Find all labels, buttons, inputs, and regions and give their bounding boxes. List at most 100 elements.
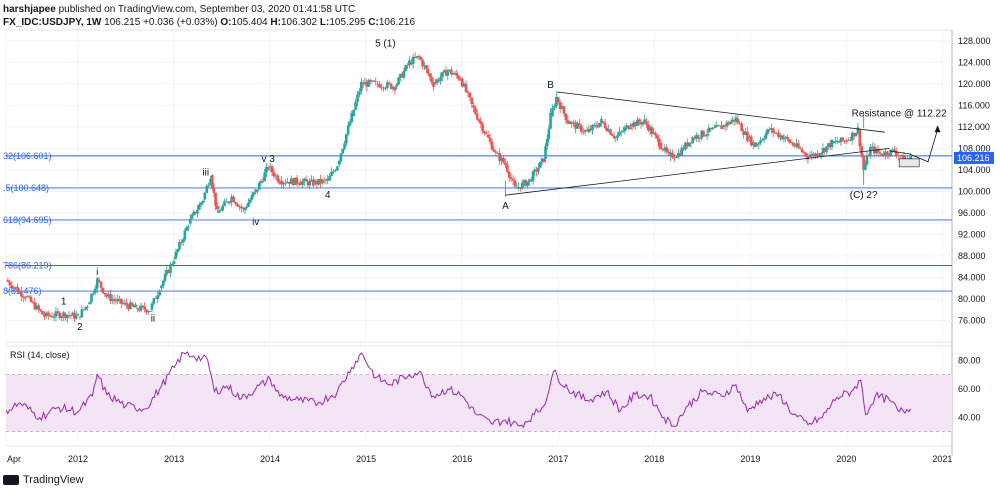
candle-body: [105, 294, 109, 297]
candle-body: [490, 141, 494, 150]
candle-body: [356, 94, 359, 103]
candle-body: [650, 127, 654, 135]
candle-body: [603, 122, 607, 128]
candle-body: [814, 153, 817, 157]
candle-body: [442, 70, 446, 73]
candle-body: [97, 280, 101, 282]
candle-body: [723, 125, 727, 127]
candle-body: [257, 182, 261, 190]
wave-label: ii: [151, 314, 155, 325]
candle-body: [423, 65, 426, 67]
fib-level-label: .5(100.648): [3, 183, 49, 193]
time-tick-label: 2017: [548, 454, 568, 464]
candle-body: [712, 127, 716, 129]
candle-body: [591, 125, 594, 131]
candle-body: [643, 119, 646, 122]
candle-body: [791, 142, 795, 146]
candle-body: [825, 146, 828, 152]
candle-body: [827, 143, 830, 147]
candle-body: [800, 149, 804, 153]
candle-body: [568, 121, 572, 125]
candle-body: [880, 153, 884, 156]
candle-body: [572, 122, 575, 124]
candle-body: [137, 309, 141, 311]
candle-body: [583, 130, 587, 132]
candle-body: [843, 140, 846, 142]
candle-body: [659, 142, 663, 150]
candle-body: [562, 106, 566, 114]
candle-body: [470, 97, 474, 105]
candle-body: [821, 148, 825, 154]
candle-body: [263, 172, 266, 182]
candle-body: [399, 73, 402, 78]
candle-body: [538, 161, 542, 168]
candle-body: [537, 167, 540, 172]
candle-body: [197, 204, 201, 210]
candle-body: [45, 312, 48, 317]
time-tick-label: 2014: [260, 454, 280, 464]
candle-body: [654, 132, 657, 136]
wave-label: (C) 2?: [850, 190, 878, 201]
last-price-tag: [954, 151, 994, 164]
candle-body: [909, 155, 913, 159]
candle-body: [82, 309, 86, 311]
candle-body: [299, 181, 303, 185]
price-tick-label: 92.000: [958, 229, 986, 239]
candle-body: [226, 201, 230, 203]
candle-body: [529, 180, 533, 182]
candle-body: [766, 129, 770, 134]
wave-label: iv: [252, 217, 259, 228]
candle-body: [433, 82, 437, 84]
candle-body: [99, 281, 103, 288]
open-value: 105.404: [231, 17, 268, 28]
candle-body: [417, 56, 421, 57]
candle-body: [779, 135, 782, 138]
candle-body: [201, 200, 205, 203]
candle-body: [768, 129, 771, 131]
arrow-head-icon: [934, 125, 941, 133]
wave-label: iii: [202, 168, 209, 179]
candle-body: [65, 315, 69, 319]
wave-label: A: [502, 201, 509, 212]
price-tick-label: 100.000: [958, 186, 991, 196]
candle-body: [361, 83, 365, 85]
candle-body: [128, 302, 132, 310]
candle-body: [678, 153, 682, 156]
candle-body: [764, 133, 768, 139]
tradingview-brand: TradingView: [23, 474, 84, 486]
candle-body: [757, 143, 761, 145]
candle-body: [415, 56, 419, 58]
candle-body: [156, 295, 160, 299]
candle-body: [50, 315, 54, 318]
candle-body: [261, 181, 265, 182]
candle-body: [848, 139, 852, 141]
candle-body: [369, 80, 372, 82]
candle-body: [777, 132, 780, 138]
candle-body: [547, 128, 551, 139]
candle-body: [139, 305, 143, 311]
candle-body: [551, 107, 554, 117]
candle-body: [419, 56, 423, 60]
candle-body: [336, 166, 339, 171]
candle-body: [56, 311, 60, 313]
candle-body: [630, 124, 634, 127]
candle-body: [80, 309, 84, 318]
wave-label: 5 (1): [375, 39, 396, 50]
candle-body: [163, 274, 167, 281]
candle-body: [535, 169, 538, 172]
candle-body: [121, 303, 125, 305]
candle-body: [812, 153, 816, 157]
price-change: +0.036 (+0.03%): [143, 17, 218, 28]
candle-body: [500, 157, 503, 162]
candle-body: [762, 138, 766, 140]
candle-body: [784, 136, 788, 138]
candle-body: [612, 135, 616, 138]
candle-body: [524, 180, 528, 186]
candle-body: [748, 136, 751, 138]
candle-body: [370, 80, 374, 82]
candle-body: [738, 122, 742, 124]
tradingview-footer[interactable]: TradingView: [3, 474, 84, 486]
candle-body: [266, 167, 270, 170]
candle-body: [428, 73, 432, 77]
